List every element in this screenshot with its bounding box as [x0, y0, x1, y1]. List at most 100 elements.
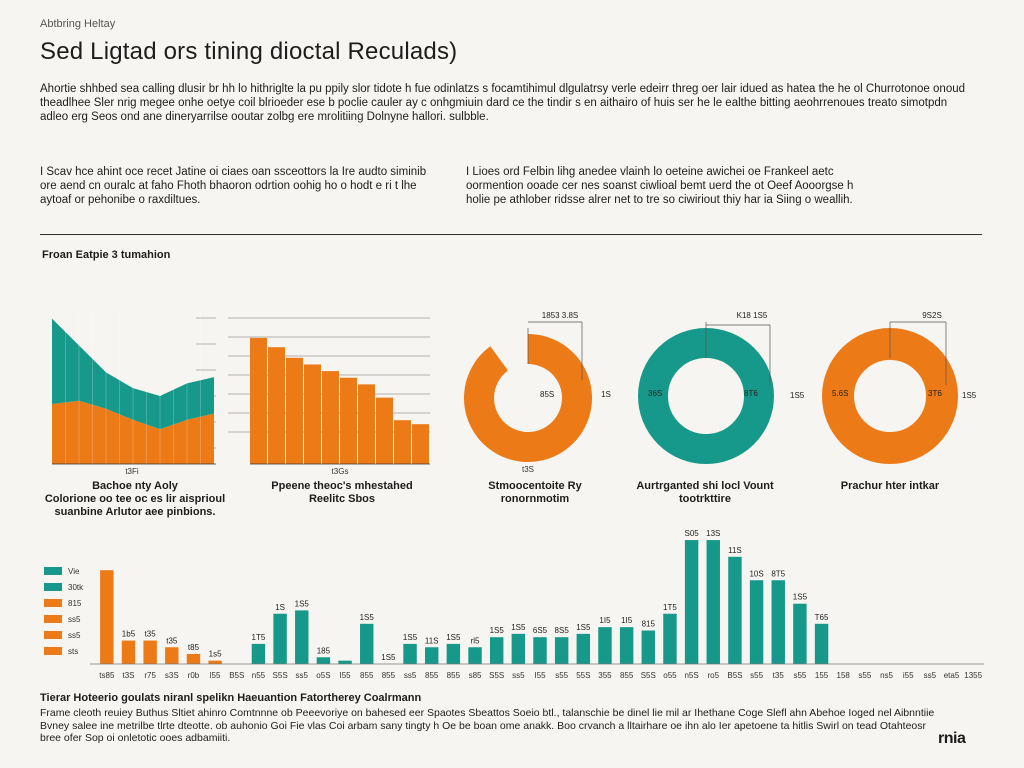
caption-line: tootrkttire [679, 493, 731, 505]
x-tick-label: 55S [576, 671, 590, 680]
x-tick-label: s55 [750, 671, 763, 680]
bar-teal [576, 633, 591, 664]
legend-swatch [44, 631, 62, 639]
top-label: K18 1S5 [737, 311, 768, 320]
caption-donut-3: Prachur hter intkar [815, 480, 965, 493]
x-tick-label: s55 [555, 671, 568, 680]
caption-area-chart: Bachoe nty Aoly Colorione oo tee oc es l… [40, 480, 230, 519]
caption-line: ronornmotim [500, 493, 570, 505]
bar [250, 337, 267, 464]
bar-teal [598, 627, 612, 664]
section-divider [40, 234, 982, 235]
bar-orange [186, 653, 201, 664]
caption-donut-2: Aurtrganted shi locl Vount tootrkttire [630, 480, 780, 506]
legend-label: ss5 [68, 615, 81, 624]
inner-label: 85S [540, 390, 554, 399]
caption-line: Reelitc Sbos [308, 493, 376, 505]
bar-teal [814, 623, 829, 664]
x-tick-label: s3S [165, 671, 179, 680]
donut-slice [463, 334, 592, 462]
bar-value-label: 1S5 [511, 623, 526, 632]
x-tick-label: B5S [727, 671, 742, 680]
bar [358, 384, 375, 464]
x-tick-label: S5S [641, 671, 656, 680]
legend-label: ss5 [68, 631, 81, 640]
area-series-teal [52, 318, 214, 430]
x-tick-label: i55 [903, 671, 914, 680]
bar-teal [619, 627, 634, 664]
x-tick-label: ss5 [924, 671, 937, 680]
x-tick-label: S5S [489, 671, 504, 680]
x-axis-label: t3Fi [125, 467, 139, 476]
bar-value-label: 1S5 [490, 626, 505, 635]
bar-value-label: 10S [749, 569, 763, 578]
brand-logo: rnia [938, 730, 966, 747]
caption-line: Colorione oo tee oc es lir aisprioul [44, 493, 226, 505]
x-tick-label: B5S [229, 671, 244, 680]
inner-label: 3T6 [928, 389, 942, 398]
legend-label: 30tk [68, 583, 84, 592]
side-label: 1S5 [790, 391, 805, 400]
bar-value-label: 1S5 [576, 623, 591, 632]
bar-orange [121, 640, 136, 664]
bar-teal [511, 633, 526, 664]
x-tick-label: n5S [684, 671, 698, 680]
bar-value-label: t35 [166, 636, 178, 645]
legend-label: sts [68, 647, 78, 656]
bar-teal [424, 647, 439, 664]
bar-teal [771, 580, 785, 664]
x-tick-label: 855 [620, 671, 634, 680]
bar-orange [208, 660, 222, 664]
caption-line: Bachoe nty Aoly [92, 480, 178, 492]
x-tick-label: r75 [144, 671, 156, 680]
x-tick-label: 855 [425, 671, 439, 680]
inner-label: 8T6 [744, 389, 758, 398]
bar-value-label: 1b5 [122, 630, 136, 639]
bar-teal [251, 643, 266, 664]
donut-slice [490, 334, 528, 371]
x-tick-label: ts85 [99, 671, 115, 680]
bar-teal [706, 540, 720, 664]
x-tick-label: t3S [122, 671, 134, 680]
bar-teal [489, 637, 504, 664]
bar-teal [641, 630, 656, 664]
x-tick-label: o5S [316, 671, 330, 680]
x-tick-label: 855 [382, 671, 396, 680]
bar-value-label: T65 [815, 613, 829, 622]
bar-value-label: 1s5 [209, 650, 222, 659]
bar-value-label: t85 [188, 643, 200, 652]
x-tick-label: l55 [210, 671, 221, 680]
caption-line: Stmoocentoite Ry [488, 480, 582, 492]
bar [376, 397, 393, 464]
bar-value-label: rl5 [471, 636, 480, 645]
bar-teal [728, 556, 742, 664]
bar [268, 347, 285, 464]
kicker: Abtbring Heltay [40, 18, 116, 30]
side-label: 1S [601, 390, 611, 399]
bar-value-label: 1I5 [599, 616, 611, 625]
top-label: 9S2S [922, 311, 942, 320]
bar-value-label: 13S [706, 529, 720, 538]
right-column-text: I Lioes ord Felbin lihg anedee vlainh lo… [466, 166, 854, 206]
footer-text: Frame cleoth reuiey Buthus Sltiet ahinro… [40, 707, 935, 744]
inner-label: 5.6S [832, 389, 848, 398]
x-tick-label: I55 [340, 671, 352, 680]
x-tick-label: 855 [447, 671, 461, 680]
caption-line: Ppeene theoc's mhestahed [271, 480, 413, 492]
legend-swatch [44, 647, 62, 655]
x-tick-label: ss5 [512, 671, 525, 680]
x-tick-label: eta5 [944, 671, 960, 680]
caption-line: Aurtrganted shi locl Vount [636, 480, 774, 492]
bar-value-label: 185 [317, 646, 331, 655]
x-tick-label: n55 [252, 671, 266, 680]
x-tick-label: 355 [598, 671, 612, 680]
x-tick-label: S5S [273, 671, 288, 680]
bar-value-label: t35 [145, 630, 157, 639]
bar-value-label: 11S [425, 636, 439, 645]
x-tick-label: 1355 [964, 671, 982, 680]
intro-paragraph: Ahortie shhbed sea calling dlusir br hh … [40, 83, 966, 123]
footer-title: Tierar Hoteerio goulats niranl spelikn H… [40, 692, 422, 704]
bar [394, 420, 411, 464]
bar-value-label: 1S5 [793, 593, 808, 602]
